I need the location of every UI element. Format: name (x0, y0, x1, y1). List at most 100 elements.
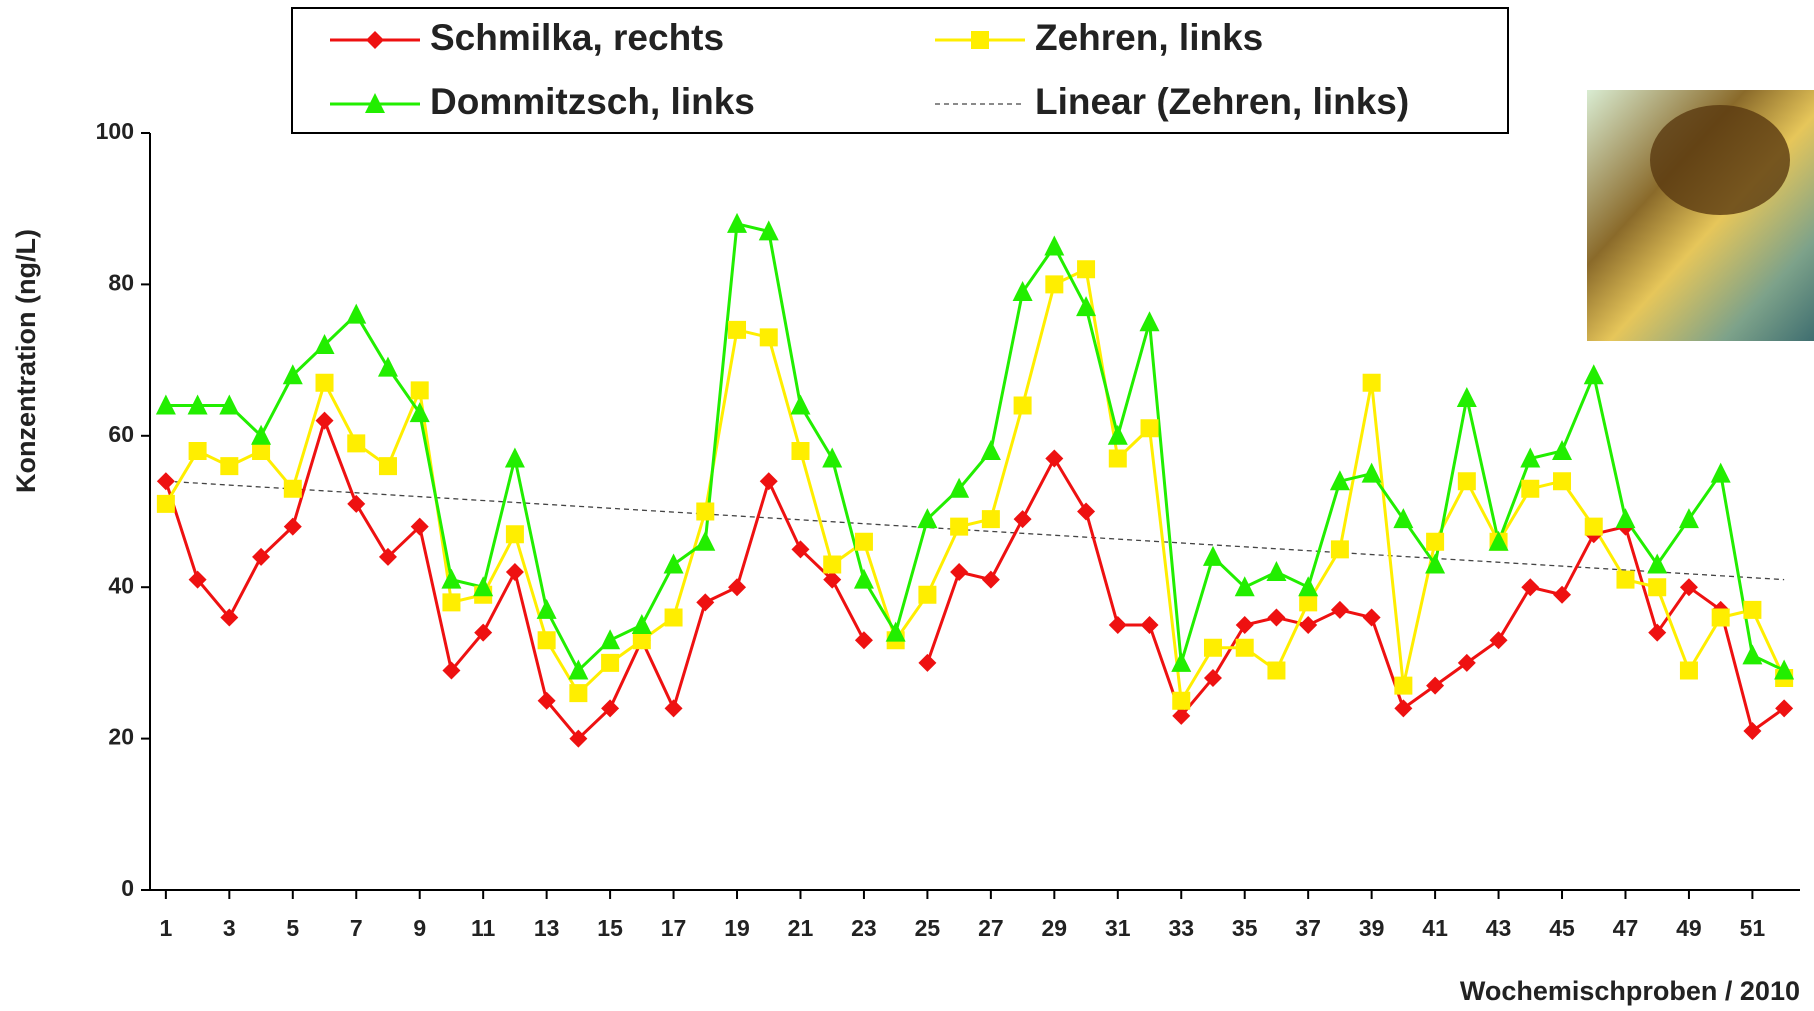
data-point (601, 699, 620, 718)
data-point (1743, 600, 1762, 619)
x-tick-label: 31 (1105, 915, 1131, 941)
y-axis-title: Konzentration (ng/L) (11, 229, 41, 493)
data-point (1172, 691, 1191, 710)
legend-label: Zehren, links (1035, 17, 1263, 58)
data-point (251, 424, 272, 445)
data-point (1077, 260, 1096, 279)
data-point (1457, 472, 1476, 491)
data-point (1521, 578, 1540, 597)
series-line (164, 267, 1786, 706)
data-point (1361, 462, 1382, 483)
data-point (696, 593, 715, 612)
data-point (1552, 439, 1573, 460)
x-tick-label: 13 (534, 915, 560, 941)
data-point (1648, 578, 1667, 597)
data-point (1521, 479, 1540, 498)
data-point (758, 220, 779, 241)
data-point (1108, 449, 1127, 468)
data-point (1426, 532, 1445, 551)
data-point (1107, 424, 1128, 445)
data-point (1362, 373, 1381, 392)
data-point (1013, 396, 1032, 415)
data-point (1203, 638, 1222, 657)
data-point (1394, 699, 1413, 718)
data-point (1172, 706, 1191, 725)
data-point (631, 614, 652, 635)
x-tick-label: 51 (1740, 915, 1766, 941)
data-point (823, 570, 842, 589)
data-point (187, 394, 208, 415)
legend-box (291, 7, 1509, 134)
data-point (981, 510, 1000, 529)
legend-label: Schmilka, rechts (430, 17, 724, 58)
data-point (664, 608, 683, 627)
x-tick-label: 11 (471, 915, 496, 941)
data-point (1711, 608, 1730, 627)
data-point (1299, 593, 1318, 612)
data-point (1615, 508, 1636, 529)
data-point (409, 402, 430, 423)
x-tick-label: 21 (788, 915, 814, 941)
data-point (728, 578, 747, 597)
legend-marker (366, 31, 384, 49)
x-tick-label: 9 (413, 915, 426, 941)
data-point (1139, 311, 1160, 332)
data-point (663, 553, 684, 574)
data-point (252, 441, 271, 460)
x-tick-label: 33 (1168, 915, 1194, 941)
data-point (315, 411, 334, 430)
data-point (156, 494, 175, 513)
data-point (1425, 553, 1446, 574)
data-point (823, 555, 842, 574)
data-point (632, 631, 651, 650)
data-point (569, 684, 588, 703)
data-point (1362, 608, 1381, 627)
legend-label: Linear (Zehren, links) (1035, 81, 1409, 122)
data-point (1330, 540, 1349, 559)
data-point (1235, 616, 1254, 635)
data-point (981, 570, 1000, 589)
x-axis-title: Wochemischproben / 2010 (1460, 976, 1800, 1006)
data-point (1393, 508, 1414, 529)
data-point (600, 629, 621, 650)
data-point (537, 631, 556, 650)
data-point (664, 699, 683, 718)
data-point (950, 517, 969, 536)
data-point (347, 434, 366, 453)
x-tick-label: 17 (661, 915, 687, 941)
data-point (314, 333, 335, 354)
x-tick-label: 19 (724, 915, 750, 941)
data-point (917, 508, 938, 529)
data-point (1426, 676, 1445, 695)
data-point (220, 608, 239, 627)
data-point (822, 447, 843, 468)
data-point (1012, 280, 1033, 301)
data-point (505, 525, 524, 544)
data-point (1267, 661, 1286, 680)
legend-label: Dommitzsch, links (430, 81, 755, 122)
x-tick-label: 29 (1042, 915, 1068, 941)
x-tick-label: 43 (1486, 915, 1512, 941)
data-point (315, 373, 334, 392)
data-point (504, 447, 525, 468)
data-point (505, 563, 524, 582)
data-point (791, 540, 810, 559)
data-point (1077, 502, 1096, 521)
data-point (1266, 561, 1287, 582)
data-point (1234, 576, 1255, 597)
data-point (1171, 651, 1192, 672)
x-tick-label: 7 (350, 915, 363, 941)
data-point (568, 659, 589, 680)
data-point (1076, 296, 1097, 317)
data-point (474, 623, 493, 642)
y-tick-label: 40 (108, 572, 134, 598)
data-point (283, 479, 302, 498)
x-tick-label: 3 (223, 915, 236, 941)
data-point (569, 729, 588, 748)
x-tick-label: 1 (159, 915, 172, 941)
data-point (1616, 570, 1635, 589)
data-point (949, 477, 970, 498)
trend-line (165, 480, 1785, 581)
data-point (601, 653, 620, 672)
